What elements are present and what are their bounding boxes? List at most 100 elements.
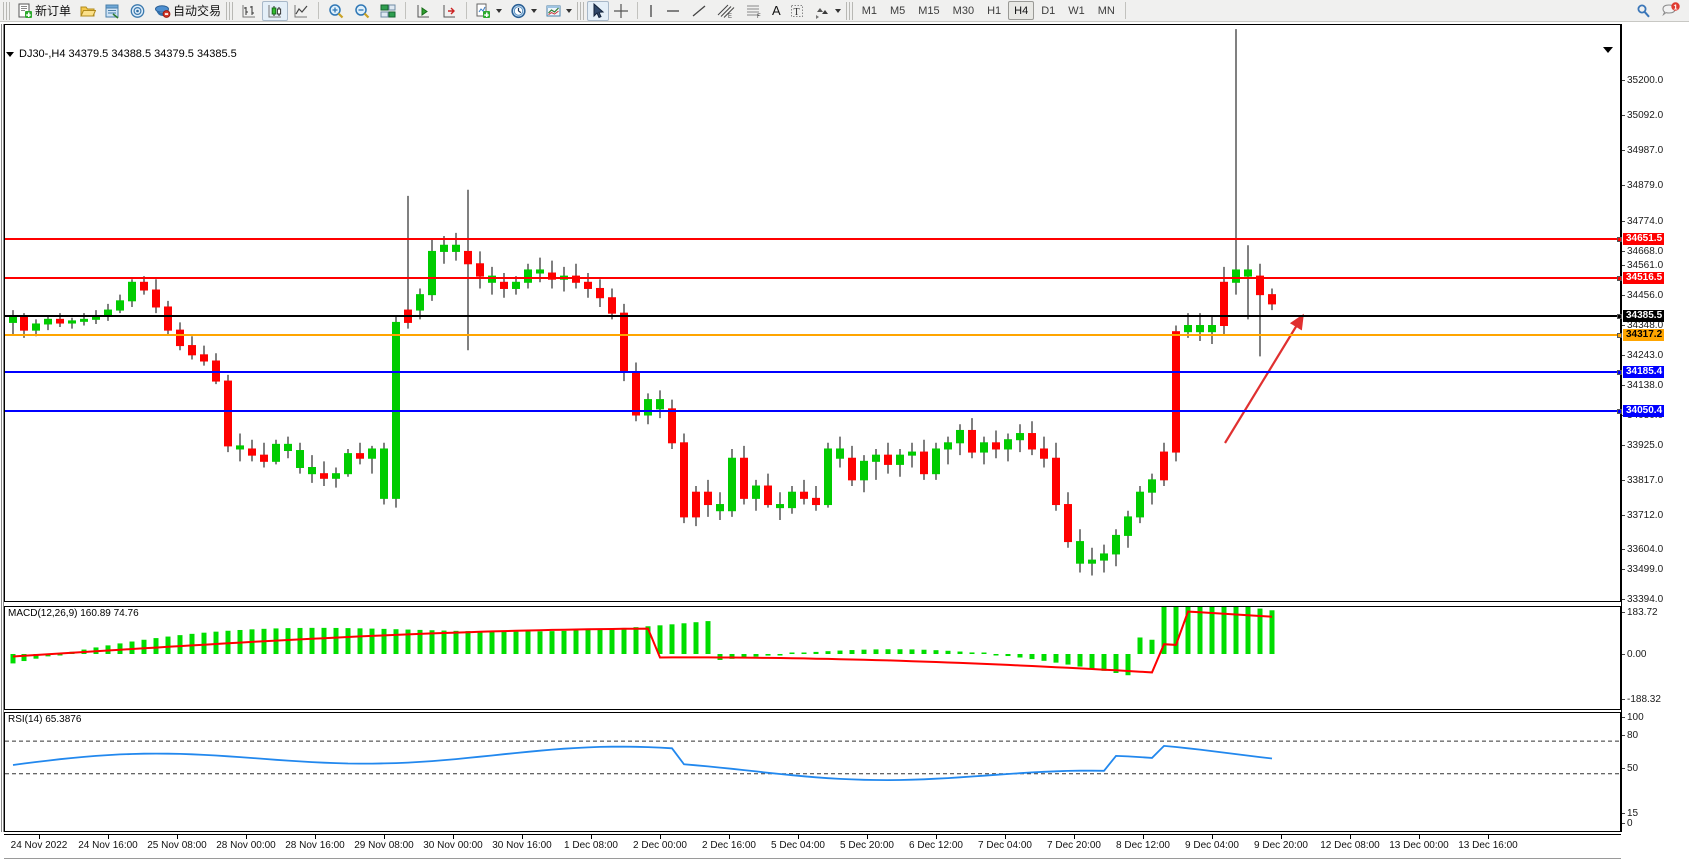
level-line-34651.5[interactable] xyxy=(5,238,1620,240)
macd-histogram-bar xyxy=(501,631,507,654)
toolbar-separator-4 xyxy=(637,2,639,19)
chart-menu-icon[interactable] xyxy=(6,51,14,57)
tile-windows-button[interactable] xyxy=(375,1,401,21)
level-handle[interactable] xyxy=(1617,276,1622,281)
time-axis[interactable]: 24 Nov 2022 24 Nov 16:00 25 Nov 08:00 28 No… xyxy=(4,834,1621,860)
chevron-down-icon-templates[interactable] xyxy=(566,8,573,13)
toolbar-grip-tools[interactable] xyxy=(577,1,585,20)
candle xyxy=(608,288,616,320)
price-axis-tick: 34456.0 xyxy=(1622,291,1663,301)
data-window-button[interactable] xyxy=(100,1,125,21)
macd-histogram-bar xyxy=(765,654,771,656)
level-line-34185.4[interactable] xyxy=(5,371,1620,373)
macd-histogram-bar xyxy=(1041,654,1047,661)
collapse-indicator-icon[interactable] xyxy=(1603,47,1613,53)
macd-histogram-bar xyxy=(729,654,735,659)
text-label-button[interactable]: T xyxy=(785,1,809,21)
price-level-badge-red[interactable]: 34651.5 xyxy=(1617,233,1665,245)
level-handle[interactable] xyxy=(1617,370,1622,375)
vertical-line-icon xyxy=(646,3,656,19)
price-level-badge-orange[interactable]: 34317.2 xyxy=(1617,329,1665,341)
cursor-tool-button[interactable] xyxy=(587,0,610,21)
level-line-34516.5[interactable] xyxy=(5,277,1620,279)
time-axis-label: 29 Nov 08:00 xyxy=(354,840,414,851)
candle xyxy=(752,479,760,511)
navigator-button[interactable] xyxy=(125,1,150,21)
bar-chart-button[interactable] xyxy=(236,1,262,21)
zoom-in-button[interactable] xyxy=(323,1,349,21)
chart-shift-button[interactable] xyxy=(436,1,462,21)
macd-signal-line xyxy=(12,610,1273,674)
line-chart-button[interactable] xyxy=(288,1,314,21)
timeframe-h4[interactable]: H4 xyxy=(1008,1,1035,20)
timeframe-h1[interactable]: H1 xyxy=(987,4,1002,17)
chevron-down-icon[interactable] xyxy=(496,8,503,13)
timeframe-m1[interactable]: M1 xyxy=(861,4,877,17)
tick-label: 34138.0 xyxy=(1627,380,1664,391)
timeframe-m30[interactable]: M30 xyxy=(952,4,975,17)
period-button[interactable] xyxy=(506,1,541,21)
timeframe-w1[interactable]: W1 xyxy=(1068,4,1085,17)
level-handle[interactable] xyxy=(1617,237,1622,242)
new-order-button[interactable]: 新订单 xyxy=(13,1,75,21)
zoom-out-button[interactable] xyxy=(349,1,375,21)
candle xyxy=(1052,442,1060,511)
fibonacci-button[interactable]: F xyxy=(740,1,768,21)
toolbar-grip[interactable] xyxy=(3,1,10,20)
price-level-badge-red[interactable]: 34516.5 xyxy=(1617,272,1665,284)
arrows-button[interactable] xyxy=(809,1,845,21)
search-button[interactable] xyxy=(1631,1,1657,21)
level-handle[interactable] xyxy=(1617,409,1622,414)
candle xyxy=(764,473,772,508)
candle xyxy=(1088,547,1096,576)
macd-histogram-bar xyxy=(153,638,159,654)
level-line-34317.2[interactable] xyxy=(5,334,1620,336)
timeframe-m15[interactable]: M15 xyxy=(918,4,940,17)
level-line-34050.4[interactable] xyxy=(5,410,1620,412)
macd-histogram-bar xyxy=(1053,654,1059,663)
macd-histogram-bar xyxy=(1005,654,1011,657)
clock-icon xyxy=(510,3,527,19)
folder-button[interactable] xyxy=(75,1,100,21)
crosshair-tool-button[interactable] xyxy=(609,1,633,21)
auto-trading-button[interactable]: 自动交易 xyxy=(150,1,225,21)
candlestick-chart-button[interactable] xyxy=(262,0,289,21)
timeframe-d1[interactable]: D1 xyxy=(1041,4,1056,17)
toolbar-grip-timeframes[interactable] xyxy=(845,1,853,20)
candle xyxy=(668,399,676,449)
price-level-badge-black[interactable]: 34385.5 xyxy=(1617,310,1665,322)
macd-histogram-bar xyxy=(753,654,759,657)
tick-mark xyxy=(1622,548,1625,550)
level-handle[interactable] xyxy=(1617,314,1622,319)
time-axis-label: 28 Nov 16:00 xyxy=(285,840,345,851)
timeframe-m5[interactable]: M5 xyxy=(889,4,906,17)
trendline-button[interactable] xyxy=(686,1,712,21)
macd-indicator-panel[interactable]: MACD(12,26,9) 160.89 74.76 xyxy=(4,606,1621,710)
toolbar-grip-charts[interactable] xyxy=(226,1,234,20)
price-axis-tick: 34243.0 xyxy=(1622,351,1663,361)
price-axis[interactable]: 35200.0 35092.0 34987.0 34879.0 34774.0 34668… xyxy=(1617,24,1689,832)
price-level-badge-blue[interactable]: 34050.4 xyxy=(1617,405,1665,417)
horizontal-line-button[interactable] xyxy=(660,1,686,21)
chevron-down-icon-arrows[interactable] xyxy=(834,8,841,13)
vertical-line-button[interactable] xyxy=(642,1,660,21)
notifications-button[interactable]: 1 xyxy=(1657,1,1685,21)
chart-area[interactable]: DJ30-,H4 34379.5 34388.5 34379.5 34385.5… xyxy=(0,22,1689,862)
candle xyxy=(1016,424,1024,453)
timeframe-mn[interactable]: MN xyxy=(1097,4,1115,17)
chevron-down-icon-period[interactable] xyxy=(531,8,538,13)
equidistant-channel-button[interactable]: E xyxy=(712,1,740,21)
text-label-icon: T xyxy=(789,3,805,19)
rsi-indicator-panel[interactable]: RSI(14) 65.3876 xyxy=(4,712,1621,832)
level-line-34385.5[interactable] xyxy=(5,315,1620,317)
templates-button[interactable] xyxy=(541,1,576,21)
indicators-button[interactable] xyxy=(471,1,506,21)
macd-histogram-bar xyxy=(201,632,207,654)
macd-histogram-bar xyxy=(969,652,975,654)
price-level-badge-blue[interactable]: 34185.4 xyxy=(1617,366,1665,378)
level-handle[interactable] xyxy=(1617,333,1622,338)
auto-scroll-button[interactable] xyxy=(410,1,436,21)
candle xyxy=(992,430,1000,459)
text-tool-button[interactable]: A xyxy=(768,1,785,21)
price-chart-panel[interactable] xyxy=(4,24,1621,602)
